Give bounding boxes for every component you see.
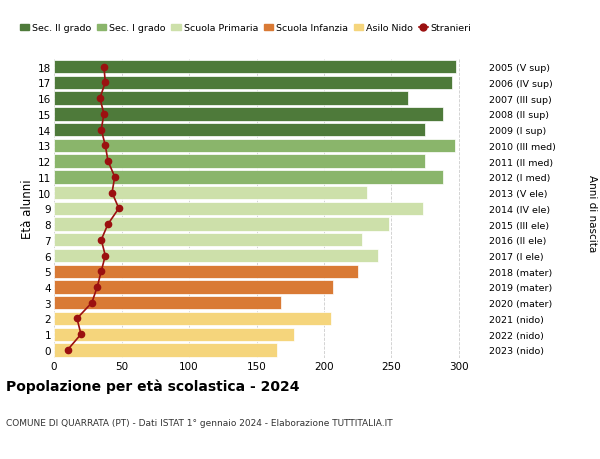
- Bar: [54, 61, 456, 74]
- Bar: [54, 77, 452, 90]
- Text: Anni di nascita: Anni di nascita: [587, 175, 597, 252]
- Bar: [54, 108, 443, 121]
- Bar: [54, 249, 378, 263]
- Bar: [54, 186, 367, 200]
- Legend: Sec. II grado, Sec. I grado, Scuola Primaria, Scuola Infanzia, Asilo Nido, Stran: Sec. II grado, Sec. I grado, Scuola Prim…: [20, 24, 472, 33]
- Bar: [54, 202, 422, 216]
- Bar: [54, 140, 455, 153]
- Bar: [54, 297, 281, 310]
- Bar: [54, 234, 362, 247]
- Bar: [54, 281, 334, 294]
- Bar: [54, 343, 277, 357]
- Bar: [54, 312, 331, 325]
- Text: Popolazione per età scolastica - 2024: Popolazione per età scolastica - 2024: [6, 379, 299, 393]
- Bar: [54, 265, 358, 278]
- Bar: [54, 328, 295, 341]
- Y-axis label: Età alunni: Età alunni: [21, 179, 34, 239]
- Bar: [54, 155, 425, 168]
- Bar: [54, 218, 389, 231]
- Bar: [54, 123, 425, 137]
- Bar: [54, 92, 408, 106]
- Bar: [54, 171, 443, 184]
- Text: COMUNE DI QUARRATA (PT) - Dati ISTAT 1° gennaio 2024 - Elaborazione TUTTITALIA.I: COMUNE DI QUARRATA (PT) - Dati ISTAT 1° …: [6, 418, 392, 427]
